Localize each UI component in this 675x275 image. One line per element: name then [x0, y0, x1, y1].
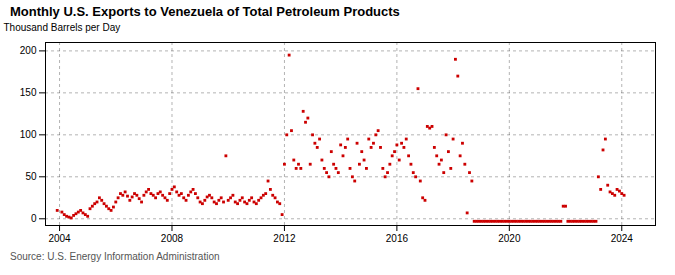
svg-text:100: 100: [20, 129, 37, 140]
svg-text:2016: 2016: [386, 233, 409, 244]
svg-text:2008: 2008: [161, 233, 184, 244]
svg-text:2024: 2024: [611, 233, 634, 244]
html-text:Monthly U.S. Exports to Venezu: Monthly U.S. Exports to Venezuela of Tot…: [10, 4, 400, 19]
svg-text:50: 50: [25, 171, 37, 182]
svg-text:150: 150: [20, 87, 37, 98]
svg-text:0: 0: [31, 213, 37, 224]
svg-text:2020: 2020: [498, 233, 521, 244]
svg-text:200: 200: [20, 45, 37, 56]
html-text:Source: U.S. Energy Informatio: Source: U.S. Energy Information Administ…: [10, 251, 220, 262]
svg-text:Thousand Barrels per Day: Thousand Barrels per Day: [4, 22, 121, 33]
svg-text:2004: 2004: [48, 233, 71, 244]
svg-text:2012: 2012: [273, 233, 296, 244]
